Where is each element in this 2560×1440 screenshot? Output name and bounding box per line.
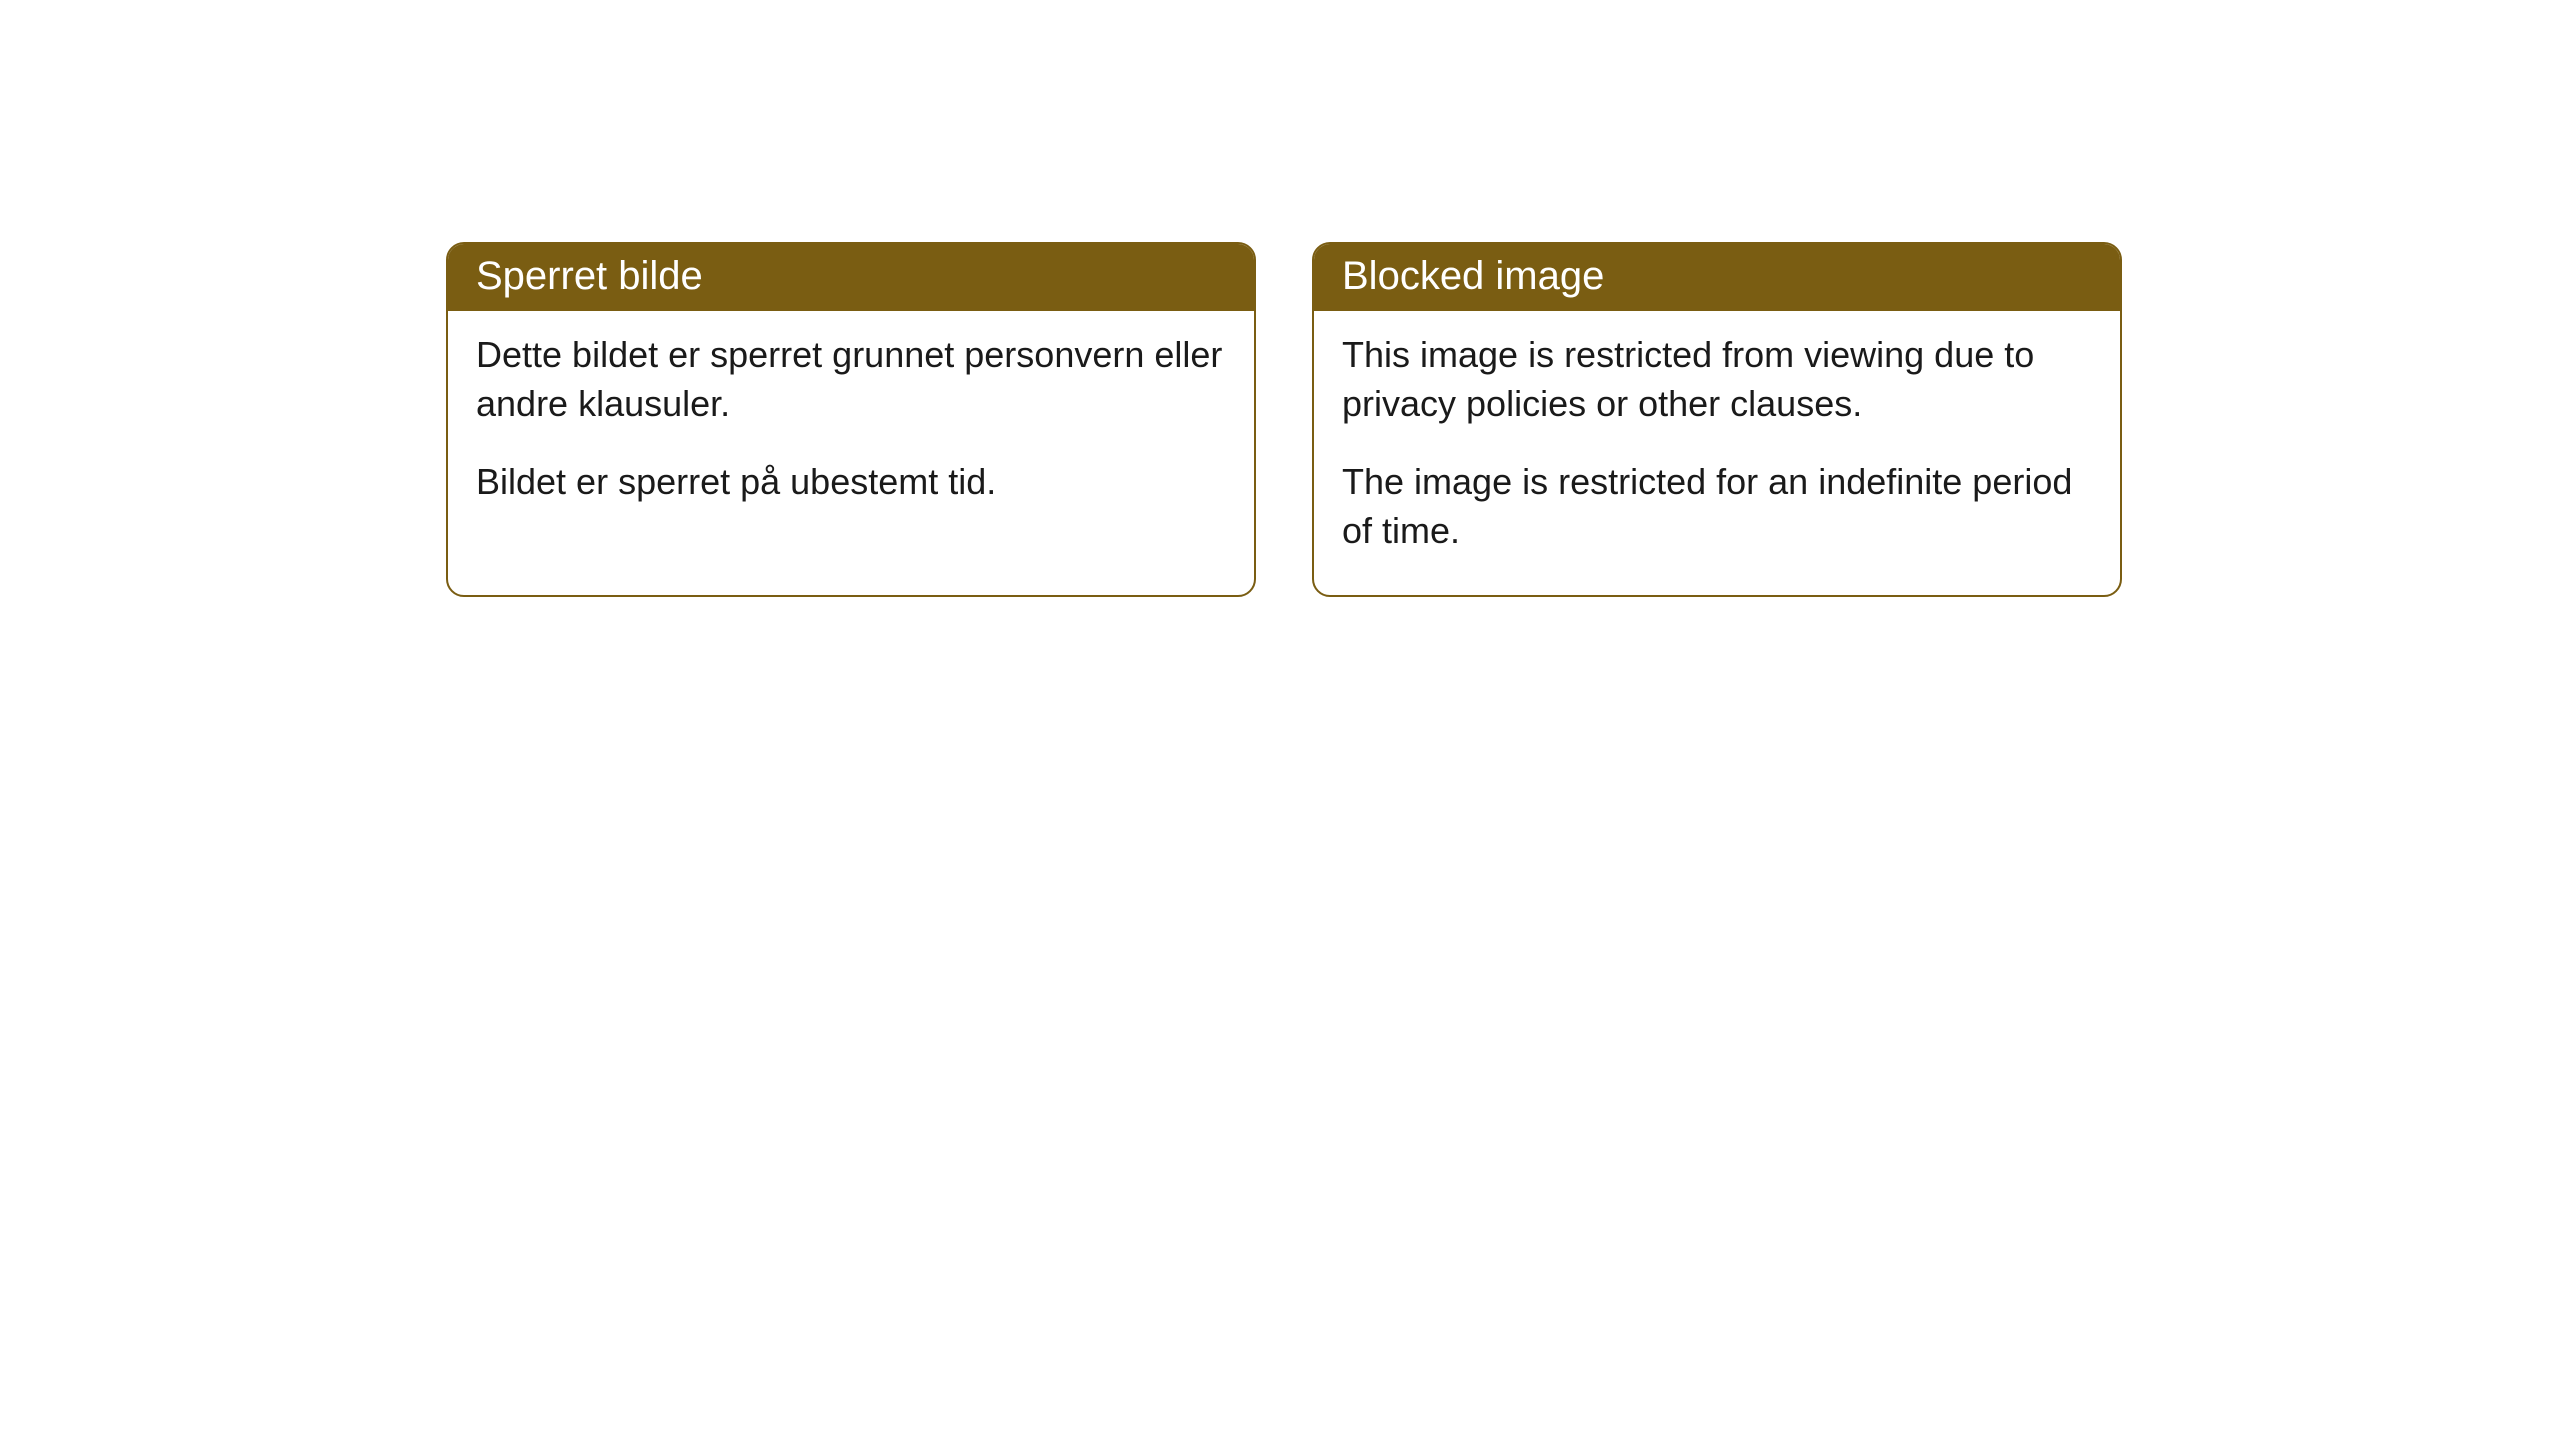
cards-container: Sperret bilde Dette bildet er sperret gr… [446, 242, 2122, 597]
card-body-norwegian: Dette bildet er sperret grunnet personve… [448, 311, 1254, 547]
card-header-norwegian: Sperret bilde [448, 244, 1254, 311]
card-para2-norwegian: Bildet er sperret på ubestemt tid. [476, 458, 1226, 507]
card-title-english: Blocked image [1342, 254, 1604, 298]
card-header-english: Blocked image [1314, 244, 2120, 311]
card-para1-norwegian: Dette bildet er sperret grunnet personve… [476, 331, 1226, 428]
card-title-norwegian: Sperret bilde [476, 254, 703, 298]
card-body-english: This image is restricted from viewing du… [1314, 311, 2120, 595]
card-norwegian: Sperret bilde Dette bildet er sperret gr… [446, 242, 1256, 597]
card-english: Blocked image This image is restricted f… [1312, 242, 2122, 597]
card-para2-english: The image is restricted for an indefinit… [1342, 458, 2092, 555]
card-para1-english: This image is restricted from viewing du… [1342, 331, 2092, 428]
